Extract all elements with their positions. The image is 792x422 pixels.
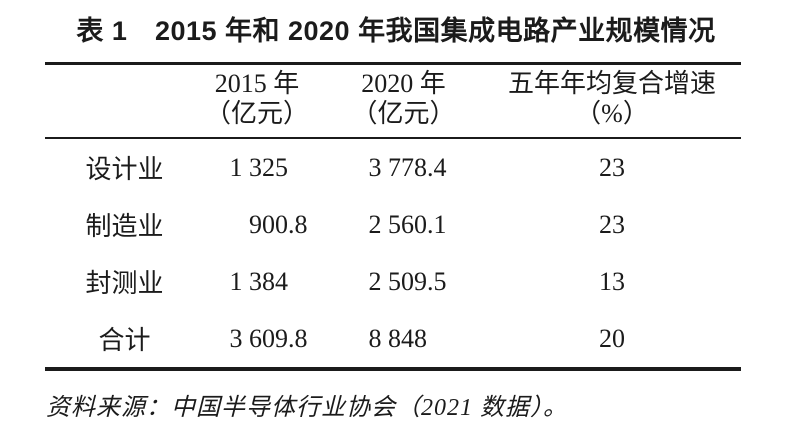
cell-cagr-value: 20 <box>599 323 625 353</box>
column-header-2015: 2015 年 （亿元） <box>192 69 338 129</box>
cell-2015-value: 1 325 <box>192 153 338 183</box>
cell-cagr-value: 23 <box>599 152 625 182</box>
source-note: 资料来源：中国半导体行业协会（2021 数据）。 <box>46 395 568 421</box>
value-dec: .8 <box>288 323 308 353</box>
column-header-2020: 2020 年 （亿元） <box>338 69 485 129</box>
column-header-2015-line2: （亿元） <box>204 99 309 128</box>
value-dec <box>427 324 451 354</box>
value-int: 8 848 <box>368 323 428 353</box>
table-row-total: 合计 3 609 .8 8 848 20 <box>45 310 741 367</box>
value-dec: .1 <box>427 209 447 239</box>
value-int: 3 778 <box>368 152 428 182</box>
column-header-2020-line2: （亿元） <box>351 99 456 128</box>
value-int: 2 560 <box>368 209 428 239</box>
value-int: 1 384 <box>229 266 289 296</box>
table-header-row: 2015 年 （亿元） 2020 年 （亿元） 五年年均复合增速 （%） <box>45 65 741 139</box>
cell-2015-value: 900 .8 <box>192 210 338 240</box>
value-dec: .4 <box>427 152 447 182</box>
cell-2020-value: 2 560 .1 <box>338 210 485 240</box>
column-header-2020-line1: 2020 年 <box>361 69 446 98</box>
cell-2020-value: 8 848 <box>338 324 485 354</box>
column-header-cagr: 五年年均复合增速 （%） <box>485 69 741 129</box>
column-header-empty <box>45 69 192 129</box>
cell-cagr-value: 23 <box>599 209 625 239</box>
table-row-packaging-testing: 封测业 1 384 2 509 .5 13 <box>45 253 741 310</box>
column-header-2015-line1: 2015 年 <box>214 69 300 98</box>
table-body: 设计业 1 325 3 778 .4 23 制造业 900 .8 2 <box>45 139 741 367</box>
row-label: 设计业 <box>85 155 164 184</box>
cell-2020-value: 2 509 .5 <box>338 267 485 297</box>
value-dec <box>288 267 312 297</box>
value-dec: .8 <box>288 209 308 239</box>
cell-2015-value: 1 384 <box>192 267 338 297</box>
table-caption: 表 1 2015 年和 2020 年我国集成电路产业规模情况 <box>76 16 716 46</box>
cell-2015-value: 3 609 .8 <box>192 324 338 354</box>
row-label: 封测业 <box>85 269 164 298</box>
value-int: 3 609 <box>229 323 289 353</box>
column-header-cagr-line1: 五年年均复合增速 <box>507 69 716 98</box>
table-row-manufacturing: 制造业 900 .8 2 560 .1 23 <box>45 196 741 253</box>
row-label: 合计 <box>98 326 151 355</box>
row-label: 制造业 <box>85 212 164 241</box>
data-table: 2015 年 （亿元） 2020 年 （亿元） 五年年均复合增速 （%） 设计业… <box>45 62 741 371</box>
cell-2020-value: 3 778 .4 <box>338 153 485 183</box>
value-dec: .5 <box>427 266 447 296</box>
value-dec <box>288 153 312 183</box>
value-int: 1 325 <box>229 152 289 182</box>
cell-cagr-value: 13 <box>599 266 625 296</box>
value-int: 2 509 <box>368 266 428 296</box>
table-row-design: 设计业 1 325 3 778 .4 23 <box>45 139 741 196</box>
column-header-cagr-line2: （%） <box>575 99 649 128</box>
value-int: 900 <box>249 209 288 239</box>
